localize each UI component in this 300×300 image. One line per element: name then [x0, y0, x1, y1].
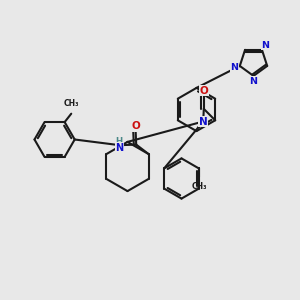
Text: N: N — [231, 63, 239, 72]
Text: CH₃: CH₃ — [64, 99, 80, 108]
Text: O: O — [131, 121, 140, 131]
Text: N: N — [199, 116, 208, 127]
Text: N: N — [115, 142, 123, 153]
Text: O: O — [200, 85, 208, 96]
Text: N: N — [250, 77, 257, 86]
Text: CH₃: CH₃ — [191, 182, 207, 191]
Text: H: H — [116, 137, 123, 146]
Text: N: N — [261, 41, 269, 50]
